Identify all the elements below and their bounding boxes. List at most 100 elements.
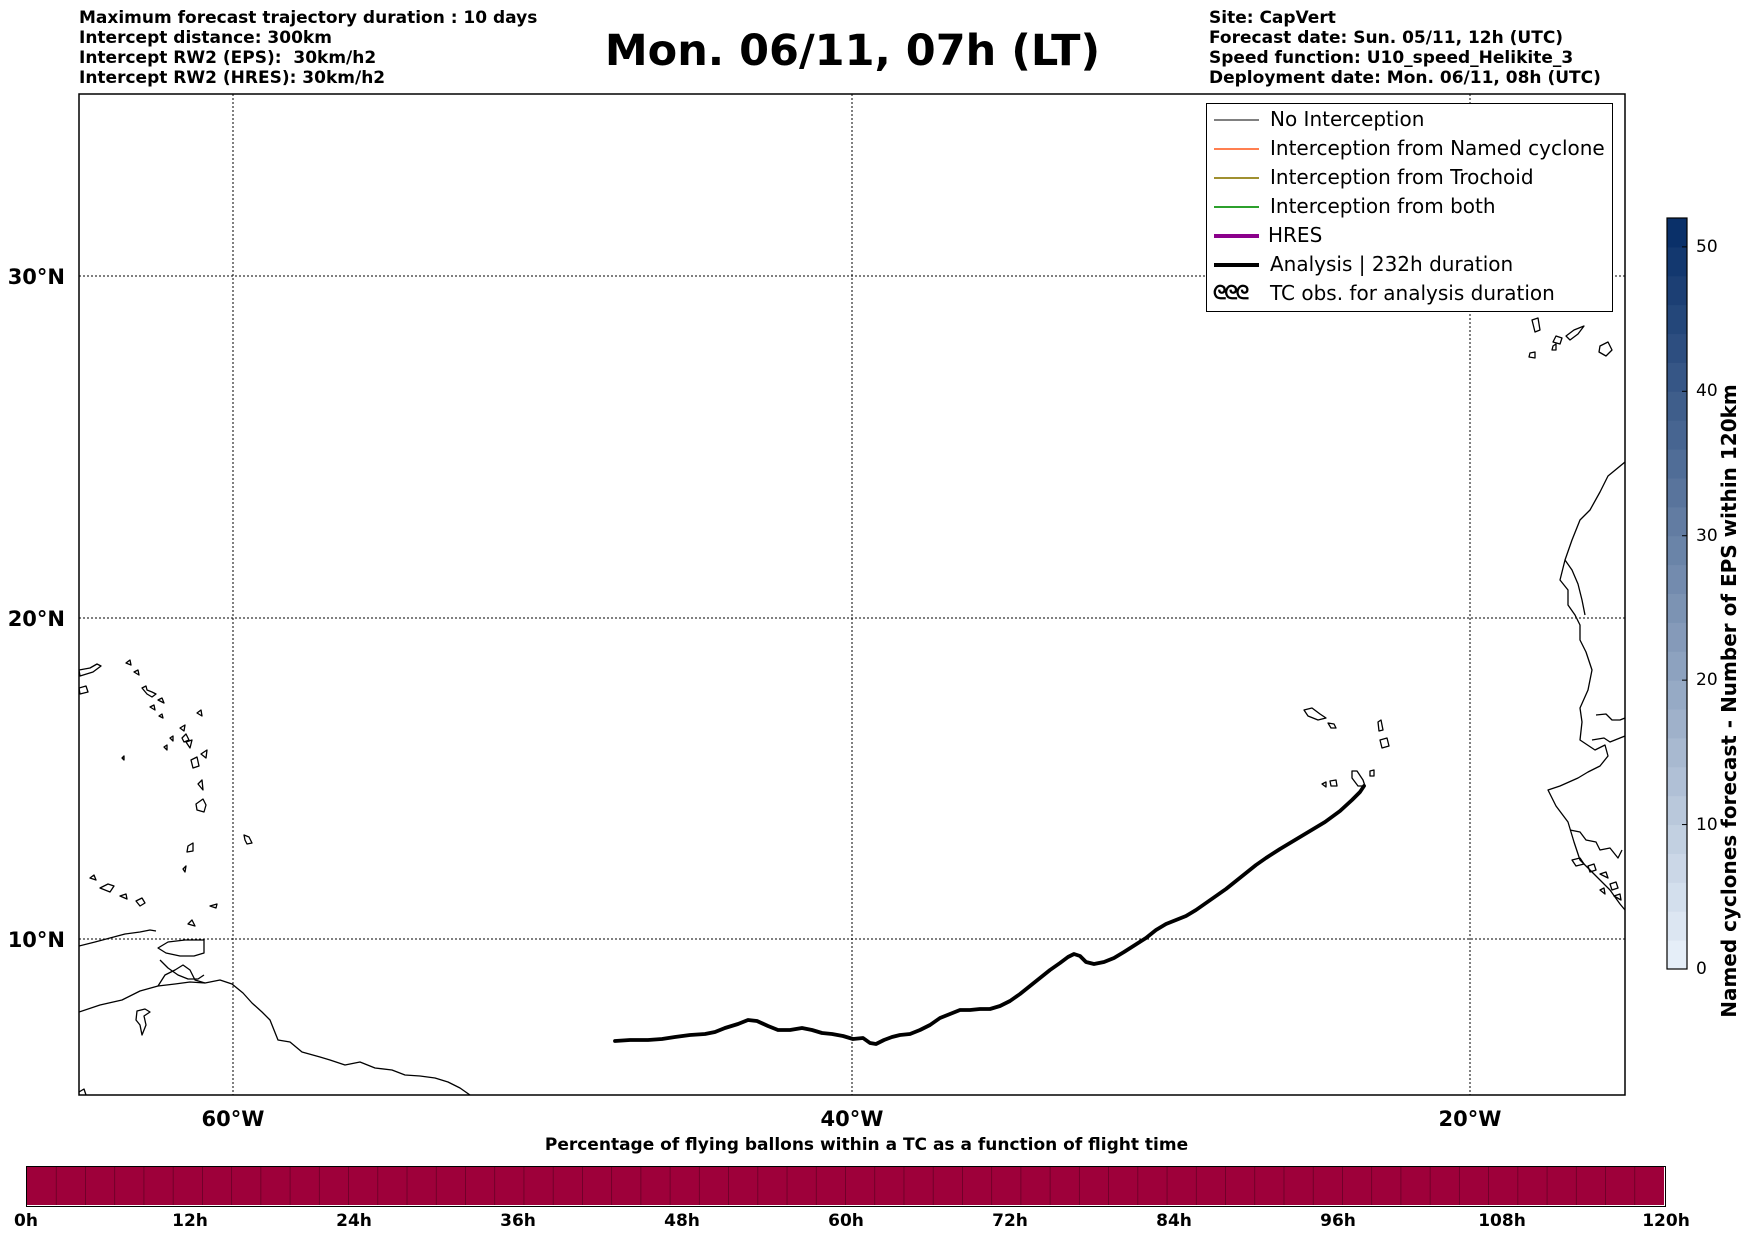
island-cape-verde-sal bbox=[1377, 719, 1384, 732]
colorbar-segment bbox=[1667, 304, 1687, 335]
coast-venezuela-north bbox=[79, 929, 157, 947]
island-cape-verde-santo-antao bbox=[1303, 707, 1327, 721]
island-canary-lapalma bbox=[1531, 317, 1541, 333]
island-cape-verde-maio bbox=[1369, 769, 1375, 777]
island-bissagos-2 bbox=[1599, 887, 1622, 901]
island-anguilla bbox=[125, 659, 140, 676]
island-virgin bbox=[141, 685, 165, 704]
header-left-line: Maximum forecast trajectory duration : 1… bbox=[79, 8, 538, 28]
legend-label: HRES bbox=[1268, 223, 1323, 247]
lat-label-30n: 30°N bbox=[8, 265, 65, 289]
island-dominica bbox=[197, 779, 204, 791]
legend-item-no-interception: No Interception bbox=[1207, 105, 1612, 134]
timebar-title: Percentage of flying ballons within a TC… bbox=[544, 1135, 1189, 1155]
coast-gambia bbox=[1591, 735, 1625, 743]
coast-africa-west bbox=[1547, 461, 1625, 911]
legend-label: TC obs. for analysis duration bbox=[1270, 281, 1555, 305]
island-puerto-rico bbox=[79, 663, 102, 677]
flight-time-bar bbox=[26, 1166, 1666, 1207]
timebar-tick-label: 0h bbox=[14, 1211, 38, 1231]
island-st-kitts bbox=[179, 724, 186, 732]
coast-guinea-bissau bbox=[1569, 829, 1623, 859]
map-frame bbox=[78, 93, 1626, 1096]
timebar-tick-label: 72h bbox=[992, 1211, 1028, 1231]
island-martinique bbox=[195, 798, 207, 813]
lon-label-20w: 20°W bbox=[1439, 1107, 1502, 1131]
legend-line-black bbox=[1214, 263, 1259, 267]
island-cape-verde-boavista bbox=[1379, 737, 1390, 749]
coastlines bbox=[79, 317, 1625, 1095]
island-canary-gomera bbox=[1528, 351, 1536, 359]
island-st-lucia bbox=[186, 842, 194, 853]
timebar-tick-label: 84h bbox=[1156, 1211, 1192, 1231]
timebar-tick-label: 48h bbox=[664, 1211, 700, 1231]
colorbar-segment bbox=[1667, 362, 1687, 392]
timebar-fill bbox=[27, 1167, 1664, 1205]
island-tobago bbox=[209, 903, 218, 909]
coast-south-america bbox=[79, 979, 471, 1095]
legend-label: No Interception bbox=[1270, 107, 1425, 131]
island-canary-hierro bbox=[1551, 343, 1557, 351]
island-canary-grancanaria bbox=[1598, 341, 1613, 357]
island-small-2 bbox=[163, 735, 174, 751]
island-barbuda bbox=[196, 709, 203, 717]
colorbar-segment bbox=[1667, 651, 1687, 681]
page-title: Mon. 06/11, 07h (LT) bbox=[604, 26, 1101, 76]
coast-trinidad bbox=[157, 939, 205, 957]
colorbar-tick-label: 30 bbox=[1696, 525, 1718, 546]
colorbar-segment bbox=[1667, 795, 1687, 826]
colorbar-segment bbox=[1667, 853, 1687, 883]
lon-label-60w: 60°W bbox=[202, 1107, 265, 1131]
colorbar-segment bbox=[1667, 420, 1687, 450]
legend-label: Interception from both bbox=[1270, 194, 1496, 218]
colorbar-segment bbox=[1667, 275, 1687, 306]
island-cape-verde-santiago bbox=[1351, 770, 1366, 787]
colorbar-tick-label: 10 bbox=[1696, 814, 1718, 835]
timebar-tick-label: 60h bbox=[828, 1211, 864, 1231]
colorbar-segment bbox=[1667, 333, 1687, 363]
cyclone-colorbar bbox=[1666, 217, 1688, 970]
colorbar-label: Named cyclones forecast - Number of EPS … bbox=[1717, 384, 1741, 1018]
colorbar-tick-label: 20 bbox=[1696, 670, 1718, 691]
colorbar-segment bbox=[1667, 477, 1687, 508]
colorbar-tick-label: 0 bbox=[1696, 959, 1707, 979]
island-small-1 bbox=[149, 704, 164, 719]
header-left-line: Intercept distance: 300km bbox=[79, 28, 332, 48]
timebar-background bbox=[27, 1167, 1664, 1205]
island-antigua bbox=[181, 733, 193, 749]
colorbar-segment bbox=[1667, 911, 1687, 941]
legend-line-gray bbox=[1214, 119, 1259, 121]
colorbar-segment bbox=[1667, 940, 1687, 970]
island-st-vincent bbox=[182, 865, 187, 873]
header-right-line: Speed function: U10_speed_Helikite_3 bbox=[1209, 48, 1574, 68]
lat-label-10n: 10°N bbox=[8, 928, 65, 952]
header-left-line: Intercept RW2 (EPS): 30km/h2 bbox=[79, 48, 377, 68]
colorbar-segment bbox=[1667, 824, 1687, 854]
legend-label: Interception from Named cyclone bbox=[1270, 136, 1605, 160]
colorbar-segment bbox=[1667, 737, 1687, 768]
colorbar-segment bbox=[1667, 882, 1687, 912]
colorbar-segment bbox=[1667, 622, 1687, 652]
lon-label-40w: 40°W bbox=[821, 1107, 884, 1131]
coast-guinea-islands bbox=[1571, 857, 1619, 891]
legend-item-tc-obs: ᘓᘓᘓ TC obs. for analysis duration bbox=[1207, 279, 1612, 308]
legend-line-purple bbox=[1214, 234, 1259, 238]
legend: No Interception Interception from Named … bbox=[1206, 103, 1613, 312]
analysis-trajectory bbox=[613, 784, 1366, 1046]
island-canary-lanzarote bbox=[1565, 325, 1585, 341]
header-right-line: Site: CapVert bbox=[1209, 8, 1336, 28]
legend-label: Interception from Trochoid bbox=[1270, 165, 1534, 189]
colorbar-segment bbox=[1667, 218, 1687, 248]
colorbar-segment bbox=[1667, 535, 1687, 566]
timebar-tick-label: 24h bbox=[336, 1211, 372, 1231]
legend-item-both: Interception from both bbox=[1207, 192, 1612, 221]
island-margarita bbox=[135, 897, 146, 907]
forecast-parameters: Maximum forecast trajectory duration : 1… bbox=[79, 8, 537, 88]
colorbar-segment bbox=[1667, 449, 1687, 479]
island-small-4 bbox=[89, 874, 128, 900]
colorbar-tick-label: 50 bbox=[1696, 236, 1718, 257]
legend-line-green bbox=[1214, 206, 1259, 208]
island-curacao bbox=[135, 1008, 151, 1036]
legend-item-trochoid: Interception from Trochoid bbox=[1207, 163, 1612, 192]
